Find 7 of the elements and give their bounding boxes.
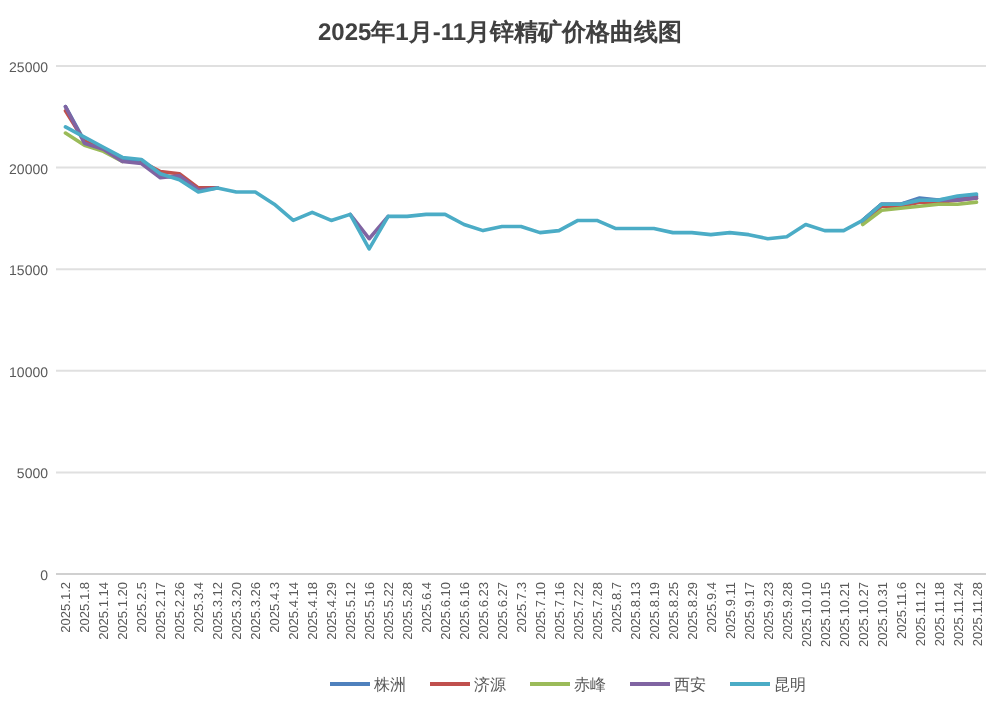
legend-label: 株洲 bbox=[372, 676, 406, 694]
legend-label: 济源 bbox=[474, 676, 506, 694]
legend-label: 西安 bbox=[674, 676, 706, 694]
legend-label: 赤峰 bbox=[574, 676, 606, 694]
line-series bbox=[63, 125, 979, 251]
chart-title: 2025年1月-11月锌精矿价格曲线图 bbox=[317, 18, 683, 46]
legend-label: 昆明 bbox=[774, 676, 806, 694]
